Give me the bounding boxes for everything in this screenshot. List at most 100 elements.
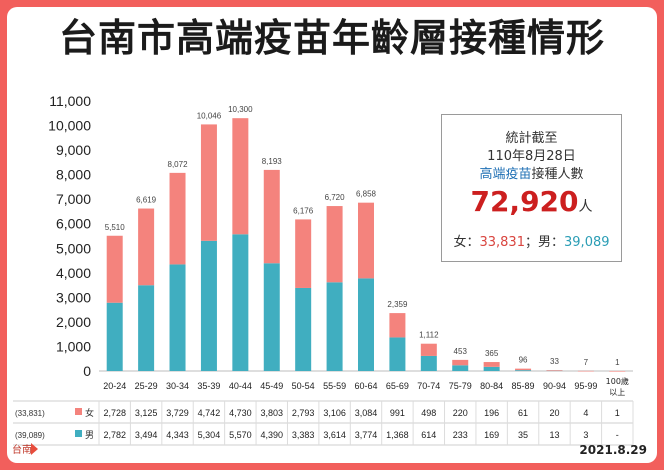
female-legend-swatch <box>75 408 82 415</box>
total-data-label: 5,510 <box>105 223 126 232</box>
female-cell: 3,729 <box>166 408 189 418</box>
bar-female <box>169 172 186 265</box>
x-tick-label: 25-29 <box>135 381 158 391</box>
bar-male <box>326 282 343 371</box>
bar-male <box>169 264 186 371</box>
female-total: 33,831 <box>479 235 525 250</box>
total-data-label: 10,300 <box>228 105 253 114</box>
bar-female <box>420 343 437 356</box>
split-separator: ； <box>524 235 538 250</box>
x-tick-label: 45-49 <box>260 381 283 391</box>
bar-female <box>577 370 594 372</box>
bar-female <box>106 235 123 303</box>
female-cell: 1 <box>615 408 620 418</box>
bar-chart: 0 1,000 2,000 3,000 4,000 5,000 6,000 7,000 8,00… <box>13 93 634 446</box>
bar-female <box>515 368 532 371</box>
y-tick-label: 6,000 <box>56 216 91 232</box>
bar-female <box>452 359 469 366</box>
vaccine-name: 高端疫苗 <box>479 167 532 182</box>
x-tick-label: 95-99 <box>574 381 597 391</box>
total-data-label: 33 <box>550 357 559 366</box>
total-data-label: 10,046 <box>197 111 222 120</box>
y-tick-label: 1,000 <box>56 338 91 354</box>
female-cell: 4,730 <box>229 408 252 418</box>
summary-line-2: 110年8月28日 <box>487 149 576 164</box>
x-tick-label: 85-89 <box>512 381 535 391</box>
summary-line-3-rest: 接種人數 <box>531 167 584 182</box>
x-tick-label-line1: 100歲 <box>606 376 629 386</box>
male-cell: 2,782 <box>103 430 126 440</box>
bar-female <box>326 206 343 283</box>
x-tick-label: 80-84 <box>480 381 503 391</box>
male-legend-swatch <box>75 430 82 437</box>
bar-male <box>358 278 374 371</box>
female-cell: 196 <box>484 408 499 418</box>
bar-male <box>483 366 500 371</box>
y-tick-label: 2,000 <box>56 314 91 330</box>
y-tick-label: 5,000 <box>56 240 91 256</box>
x-tick-label: 35-39 <box>197 381 220 391</box>
x-tick-label: 20-24 <box>103 381 126 391</box>
gender-split: 女：33,831；男：39,089 <box>442 231 621 250</box>
bar-male <box>200 240 217 371</box>
male-label: 男： <box>538 235 565 250</box>
bar-female <box>232 118 249 235</box>
male-cell: - <box>616 430 619 440</box>
y-tick-label: 8,000 <box>56 167 91 183</box>
female-legend-label: 女 <box>85 407 94 419</box>
female-cell: 991 <box>390 408 405 418</box>
total-value: 72,920 <box>470 185 579 218</box>
male-cell: 3 <box>583 430 588 440</box>
female-cell: 3,803 <box>260 408 283 418</box>
bar-female <box>389 313 406 338</box>
male-total: 39,089 <box>564 235 610 250</box>
female-cell: 4,742 <box>198 408 221 418</box>
y-tick-label: 10,000 <box>48 118 91 134</box>
bar-female <box>295 219 312 288</box>
chart-frame: 台南市高端疫苗年齡層接種情形 0 1,000 2,000 3,000 4,000 5,00… <box>7 7 657 463</box>
x-tick-label: 40-44 <box>229 381 252 391</box>
total-unit: 人 <box>578 199 593 215</box>
female-cell: 3,084 <box>355 408 378 418</box>
total-data-label: 6,619 <box>136 196 157 205</box>
male-cell: 3,494 <box>135 430 158 440</box>
male-cell: 35 <box>518 430 528 440</box>
total-data-label: 8,072 <box>168 160 189 169</box>
total-data-label: 96 <box>519 356 528 365</box>
total-data-label: 1 <box>615 358 620 367</box>
x-tick-label: 70-74 <box>417 381 440 391</box>
female-cell: 3,106 <box>323 408 346 418</box>
total-data-label: 365 <box>485 349 499 358</box>
x-tick-label-line2: 以上 <box>609 388 625 397</box>
male-cell: 1,368 <box>386 430 409 440</box>
female-cell: 220 <box>453 408 468 418</box>
y-tick-label: 0 <box>83 363 91 379</box>
bar-female <box>200 124 217 241</box>
male-cell: 169 <box>484 430 499 440</box>
summary-line-3: 高端疫苗接種人數 <box>442 163 621 182</box>
female-row-total: (33,831) <box>15 409 45 418</box>
male-cell: 4,390 <box>260 430 283 440</box>
bar-female <box>263 169 280 264</box>
total-data-label: 6,720 <box>325 193 346 202</box>
x-tick-label: 30-34 <box>166 381 189 391</box>
x-tick-label: 55-59 <box>323 381 346 391</box>
total-data-label: 8,193 <box>262 157 283 166</box>
total-data-label: 7 <box>584 358 589 367</box>
bar-female <box>358 202 374 279</box>
y-tick-label: 11,000 <box>49 93 91 109</box>
summary-box: 統計截至 110年8月28日 高端疫苗接種人數 72,920人 女：33,831… <box>441 114 622 262</box>
total-data-label: 2,359 <box>387 300 408 309</box>
bar-male <box>452 365 469 371</box>
female-cell: 4 <box>583 408 588 418</box>
footer-date: 2021.8.29 <box>579 443 647 457</box>
bar-male <box>263 263 280 371</box>
x-tick-label: 50-54 <box>292 381 315 391</box>
total-data-label: 1,112 <box>419 331 439 340</box>
bar-female <box>138 208 155 286</box>
svg-text:台南: 台南 <box>12 443 32 456</box>
bar-male <box>106 302 123 371</box>
x-tick-label: 90-94 <box>543 381 566 391</box>
female-cell: 3,125 <box>135 408 158 418</box>
y-tick-label: 4,000 <box>56 265 91 281</box>
